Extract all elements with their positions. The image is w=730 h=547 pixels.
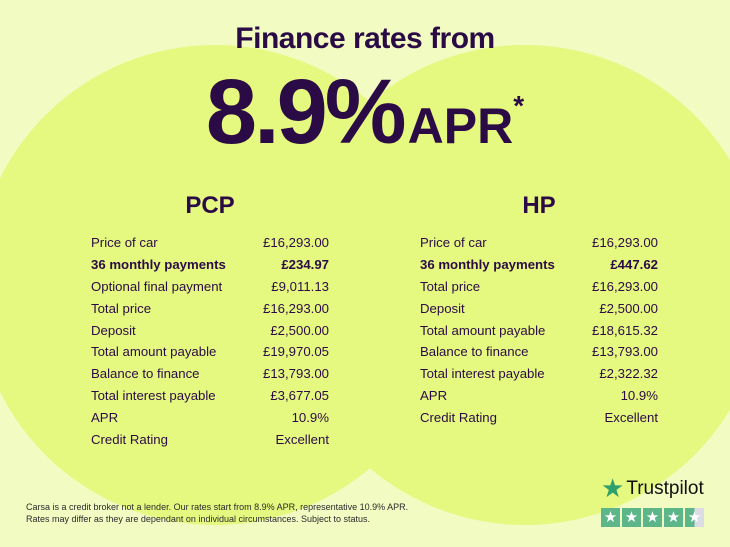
hp-table: HP Price of car £16,293.00 36 monthly paym… — [420, 192, 658, 429]
table-row: Credit Rating Excellent — [420, 407, 658, 429]
row-value: 10.9% — [291, 410, 329, 426]
row-value: £447.62 — [610, 256, 658, 272]
table-row: APR 10.9% — [91, 407, 329, 429]
row-label: 36 monthly payments — [91, 256, 226, 272]
table-row: Price of car £16,293.00 — [420, 232, 658, 254]
star-icon: ★ — [664, 508, 683, 527]
table-row: Total price £16,293.00 — [91, 298, 329, 320]
table-row: Optional final payment £9,011.13 — [91, 276, 329, 298]
row-label: Price of car — [91, 235, 158, 250]
row-value: £2,500.00 — [599, 300, 658, 316]
row-label: Balance to finance — [91, 366, 200, 382]
row-value: £3,677.05 — [270, 388, 329, 404]
star-icon: ★ — [685, 508, 704, 527]
asterisk: * — [513, 90, 525, 121]
row-value: £18,615.32 — [591, 322, 658, 338]
table-row: Balance to finance £13,793.00 — [420, 341, 658, 363]
row-label: Total amount payable — [420, 322, 546, 338]
row-value: £16,293.00 — [591, 278, 658, 294]
row-value: Excellent — [275, 432, 329, 448]
row-label: Total amount payable — [91, 344, 217, 360]
row-label: Deposit — [91, 322, 136, 338]
trustpilot-rating-stars: ★ ★ ★ ★ ★ — [601, 508, 704, 527]
table-row: Price of car £16,293.00 — [91, 232, 329, 254]
trustpilot-star-icon: ★ — [601, 473, 625, 503]
table-row: Total amount payable £18,615.32 — [420, 320, 658, 342]
table-row: Total amount payable £19,970.05 — [91, 341, 329, 363]
row-value: £13,793.00 — [591, 344, 658, 360]
row-label: Optional final payment — [91, 278, 223, 294]
row-label: APR — [420, 388, 448, 404]
table-row: Deposit £2,500.00 — [91, 320, 329, 342]
table-row: APR 10.9% — [420, 385, 658, 407]
row-label: Total price — [420, 278, 481, 294]
table-row: Deposit £2,500.00 — [420, 298, 658, 320]
row-label: Total price — [91, 300, 152, 316]
row-value: Excellent — [604, 410, 658, 426]
disclaimer: Carsa is a credit broker not a lender. O… — [26, 501, 408, 525]
hp-heading: HP — [522, 192, 556, 219]
row-value: £2,322.32 — [599, 366, 658, 382]
rate-value: 8.9% — [205, 61, 407, 163]
star-icon: ★ — [643, 508, 662, 527]
headline-rate: 8.9%APR* — [0, 60, 730, 165]
row-value: £13,793.00 — [262, 366, 329, 382]
page-title: Finance rates from — [235, 22, 495, 55]
disclaimer-line: Carsa is a credit broker not a lender. O… — [26, 502, 409, 512]
row-label: 36 monthly payments — [420, 256, 555, 272]
row-label: Total interest payable — [420, 366, 545, 382]
row-value: £16,293.00 — [262, 235, 329, 250]
star-icon: ★ — [601, 508, 620, 527]
pcp-heading: PCP — [185, 192, 235, 219]
table-row: 36 monthly payments £447.62 — [420, 254, 658, 276]
table-row: Total price £16,293.00 — [420, 276, 658, 298]
pcp-table: PCP Price of car £16,293.00 36 monthly pay… — [91, 192, 329, 451]
table-row: 36 monthly payments £234.97 — [91, 254, 329, 276]
row-label: Total interest payable — [91, 388, 216, 404]
trustpilot-name: Trustpilot — [626, 477, 704, 499]
decorative-circle-right — [285, 45, 730, 525]
row-value: £19,970.05 — [262, 344, 329, 360]
trustpilot-badge[interactable]: ★ Trustpilot ★ ★ ★ ★ ★ — [601, 473, 704, 527]
row-label: Price of car — [420, 235, 487, 250]
pcp-rows: Price of car £16,293.00 36 monthly payment… — [91, 232, 329, 451]
disclaimer-line: Rates may differ as they are dependant o… — [26, 514, 371, 524]
rate-unit: APR — [407, 98, 514, 154]
row-value: £2,500.00 — [270, 322, 329, 338]
row-label: Credit Rating — [91, 432, 168, 448]
star-icon: ★ — [622, 508, 641, 527]
row-label: Deposit — [420, 300, 465, 316]
row-value: £9,011.13 — [271, 278, 329, 294]
table-row: Credit Rating Excellent — [91, 429, 329, 451]
row-value: £234.97 — [281, 256, 329, 272]
hp-rows: Price of car £16,293.00 36 monthly payment… — [420, 232, 658, 429]
table-row: Total interest payable £3,677.05 — [91, 385, 329, 407]
row-label: APR — [91, 410, 119, 426]
row-value: 10.9% — [620, 388, 658, 404]
row-label: Balance to finance — [420, 344, 529, 360]
row-label: Credit Rating — [420, 410, 497, 426]
table-row: Total interest payable £2,322.32 — [420, 363, 658, 385]
row-value: £16,293.00 — [262, 300, 329, 316]
row-value: £16,293.00 — [591, 235, 658, 250]
table-row: Balance to finance £13,793.00 — [91, 363, 329, 385]
